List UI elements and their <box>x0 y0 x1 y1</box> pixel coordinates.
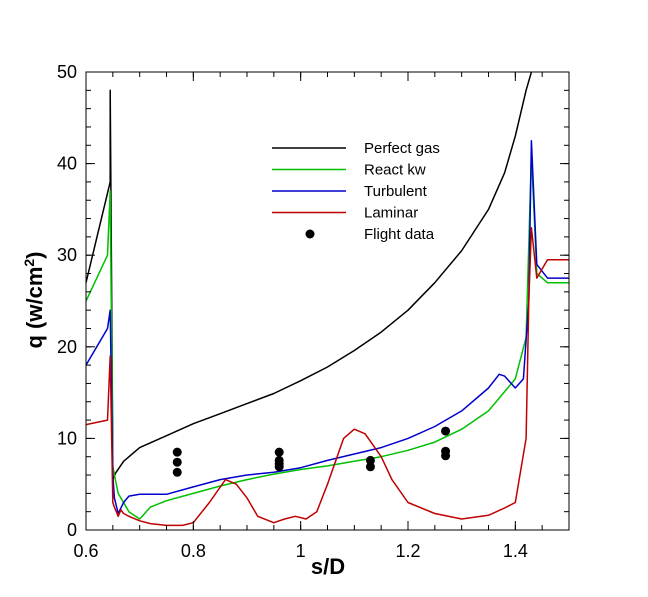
axes-layer: 0.6 0.8 1 1.2 1.4 0 10 20 30 40 50 <box>57 62 570 561</box>
y-tick-label: 20 <box>57 337 77 357</box>
data-point-flight-data <box>274 459 284 469</box>
y-axis-title-sup: 2 <box>21 259 37 267</box>
series-line-turbulent <box>86 139 569 515</box>
legend-label-laminar: Laminar <box>364 205 418 222</box>
data-point-flight-data <box>441 426 451 436</box>
legend-label-react-kw: React kw <box>364 162 426 179</box>
data-point-flight-data <box>365 455 375 465</box>
y-tick-label: 0 <box>67 520 77 540</box>
legend-label-perfect-gas: Perfect gas <box>364 140 440 157</box>
data-point-flight-data <box>172 447 182 457</box>
y-tick-label: 10 <box>57 428 77 448</box>
y-tick-label: 50 <box>57 62 77 82</box>
x-axis-title: s/D <box>311 554 345 579</box>
x-tick-label: 1.4 <box>503 541 528 561</box>
x-tick-label: 1 <box>296 541 306 561</box>
y-tick-label: 40 <box>57 154 77 174</box>
x-tick-label: 0.8 <box>181 541 206 561</box>
data-point-flight-data <box>274 447 284 457</box>
series-line-react-kw <box>86 153 569 520</box>
legend-label-flight-data: Flight data <box>364 226 435 243</box>
legend-label-turbulent: Turbulent <box>364 183 428 200</box>
series-layer <box>86 72 569 527</box>
x-tick-label: 0.6 <box>73 541 98 561</box>
y-axis-title-main: q (w/cm <box>22 267 47 349</box>
data-point-flight-data <box>172 457 182 467</box>
y-axis-title-close: ) <box>22 251 47 258</box>
series-line-perfect-gas <box>86 72 533 481</box>
data-point-flight-data <box>365 462 375 472</box>
plot-frame <box>85 71 570 531</box>
legend: Perfect gas React kw Turbulent Laminar Fligh… <box>272 140 440 243</box>
y-axis-title: q (w/cm2) <box>21 251 47 348</box>
data-point-flight-data <box>441 451 451 461</box>
legend-swatch-flight-data <box>305 229 315 239</box>
data-point-flight-data <box>172 467 182 477</box>
series-line-laminar <box>86 226 569 527</box>
x-tick-label: 1.2 <box>395 541 420 561</box>
y-tick-label: 30 <box>57 245 77 265</box>
